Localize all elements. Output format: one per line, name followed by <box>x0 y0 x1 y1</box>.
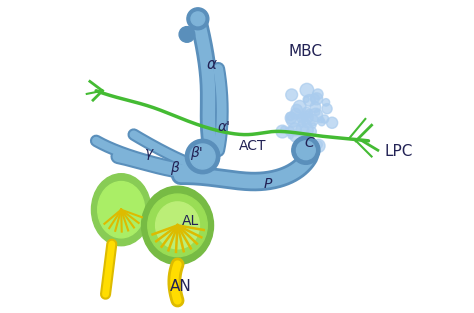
Text: β': β' <box>190 146 203 160</box>
Ellipse shape <box>142 186 213 264</box>
Text: α': α' <box>218 121 231 135</box>
Text: β: β <box>170 161 179 175</box>
Text: AN: AN <box>170 279 191 294</box>
Ellipse shape <box>179 27 195 42</box>
Circle shape <box>312 139 325 152</box>
Ellipse shape <box>187 8 209 30</box>
Text: C: C <box>304 136 314 150</box>
Circle shape <box>307 127 316 136</box>
Circle shape <box>310 93 323 105</box>
Circle shape <box>305 110 313 117</box>
Text: MBC: MBC <box>289 44 323 59</box>
Circle shape <box>301 113 308 120</box>
Circle shape <box>327 117 337 128</box>
Circle shape <box>288 134 293 139</box>
Circle shape <box>286 89 298 101</box>
Circle shape <box>314 110 320 115</box>
Circle shape <box>315 141 322 148</box>
Circle shape <box>303 96 309 102</box>
Circle shape <box>303 107 310 115</box>
Circle shape <box>301 115 308 122</box>
Text: AL: AL <box>182 214 199 228</box>
Text: P: P <box>264 177 273 191</box>
Circle shape <box>318 117 324 123</box>
Circle shape <box>310 94 319 103</box>
Circle shape <box>285 127 294 136</box>
Circle shape <box>310 123 316 128</box>
Ellipse shape <box>98 182 145 238</box>
Ellipse shape <box>292 136 320 164</box>
Circle shape <box>291 108 301 119</box>
Ellipse shape <box>148 194 207 257</box>
Circle shape <box>297 114 306 123</box>
Ellipse shape <box>155 202 200 249</box>
Circle shape <box>296 124 309 137</box>
Circle shape <box>286 114 300 127</box>
Ellipse shape <box>191 12 205 26</box>
Circle shape <box>301 111 313 124</box>
Circle shape <box>301 124 313 136</box>
Circle shape <box>309 108 322 122</box>
Circle shape <box>285 112 297 124</box>
Circle shape <box>320 115 329 123</box>
Circle shape <box>301 136 309 143</box>
Text: ACT: ACT <box>239 139 266 153</box>
Circle shape <box>312 89 323 100</box>
Circle shape <box>300 83 314 97</box>
Circle shape <box>304 95 315 106</box>
Circle shape <box>302 120 311 128</box>
Circle shape <box>319 119 325 126</box>
Circle shape <box>290 131 301 142</box>
Text: α: α <box>207 57 217 72</box>
Circle shape <box>302 134 308 141</box>
Circle shape <box>286 112 294 121</box>
Ellipse shape <box>190 144 215 169</box>
Text: LPC: LPC <box>384 145 412 160</box>
Circle shape <box>310 102 321 112</box>
Circle shape <box>288 123 301 136</box>
Circle shape <box>281 126 286 132</box>
Circle shape <box>304 143 315 154</box>
Circle shape <box>276 125 289 138</box>
Ellipse shape <box>185 139 220 174</box>
Ellipse shape <box>296 141 315 160</box>
Circle shape <box>322 99 330 106</box>
Circle shape <box>322 104 332 114</box>
Circle shape <box>298 120 305 127</box>
Circle shape <box>291 104 302 115</box>
Text: γ: γ <box>145 146 154 160</box>
Circle shape <box>293 100 306 113</box>
Circle shape <box>307 115 319 126</box>
Ellipse shape <box>91 174 151 246</box>
